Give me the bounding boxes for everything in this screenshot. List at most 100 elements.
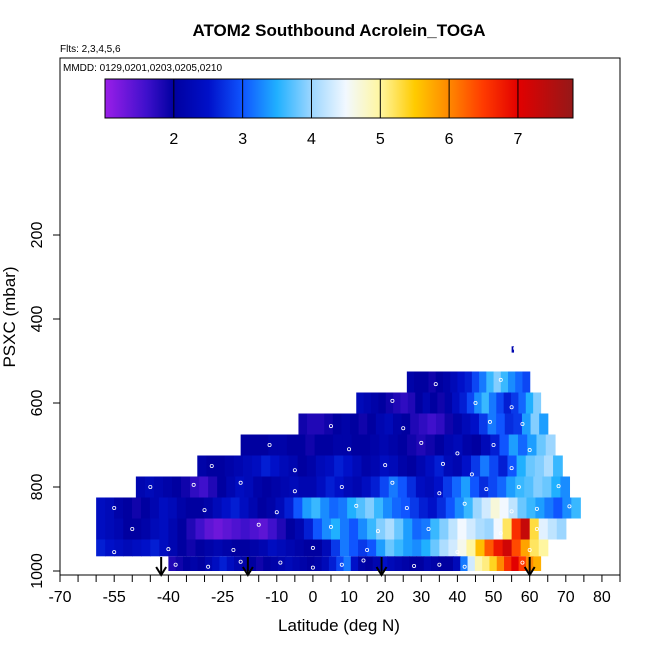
heatmap-cell bbox=[206, 455, 217, 477]
colorbar-tick-label: 6 bbox=[445, 131, 454, 148]
sample-point bbox=[375, 529, 380, 534]
heatmap-cell bbox=[496, 556, 505, 571]
x-tick-label: 80 bbox=[593, 589, 611, 606]
heatmap-cell bbox=[518, 392, 527, 414]
heatmap-cell bbox=[296, 434, 306, 456]
sample-point bbox=[491, 442, 496, 447]
sample-point bbox=[112, 505, 117, 510]
heatmap-cell bbox=[340, 518, 350, 540]
heatmap-cell bbox=[425, 455, 436, 477]
heatmap-cell bbox=[226, 556, 235, 571]
heatmap-cell bbox=[352, 476, 363, 498]
heatmap-cell bbox=[539, 413, 549, 435]
heatmap-cell bbox=[484, 518, 495, 540]
flight-arrow-head bbox=[375, 566, 388, 577]
heatmap-cell bbox=[478, 413, 489, 435]
heatmap-cell bbox=[506, 476, 516, 498]
heatmap-cell bbox=[361, 476, 372, 498]
heatmap-cell bbox=[276, 539, 287, 557]
sample-point bbox=[437, 562, 442, 567]
heatmap-cell bbox=[489, 556, 498, 571]
heatmap-cell bbox=[370, 455, 381, 477]
heatmap-cell bbox=[474, 556, 483, 571]
heatmap-cell bbox=[249, 434, 260, 456]
heatmap-cell bbox=[410, 413, 420, 435]
heatmap-cell bbox=[414, 371, 422, 393]
heatmap-cell bbox=[488, 392, 497, 414]
heatmap-cell bbox=[544, 497, 554, 519]
heatmap-cell bbox=[454, 497, 465, 519]
heatmap-cell bbox=[442, 476, 453, 498]
x-tick-label: -25 bbox=[211, 589, 234, 606]
heatmap-cell bbox=[502, 518, 513, 540]
heatmap-cell bbox=[427, 497, 438, 519]
heatmap-cell bbox=[445, 497, 456, 519]
heatmap-cell bbox=[277, 434, 288, 456]
heatmap-cell bbox=[325, 476, 336, 498]
heatmap-cell bbox=[421, 539, 431, 557]
heatmap-cell bbox=[297, 455, 308, 477]
dates-label: MMDD: 0129,0201,0203,0205,0210 bbox=[63, 63, 222, 74]
sample-point bbox=[130, 527, 135, 532]
heatmap-cell bbox=[378, 392, 387, 414]
heatmap-cell bbox=[323, 434, 334, 456]
heatmap-cell bbox=[383, 497, 393, 519]
heatmap-cell bbox=[466, 518, 477, 540]
heatmap-cell bbox=[444, 392, 453, 414]
heatmap-cell bbox=[105, 539, 115, 557]
heatmap-cell bbox=[401, 556, 410, 571]
heatmap-cell bbox=[545, 434, 556, 456]
sample-point bbox=[347, 447, 352, 452]
sample-point bbox=[173, 562, 178, 567]
heatmap-cell bbox=[403, 518, 413, 540]
heatmap-cells bbox=[96, 346, 581, 571]
heatmap-cell bbox=[400, 497, 411, 519]
heatmap-cell bbox=[330, 539, 341, 557]
heatmap-cell bbox=[571, 497, 581, 519]
heatmap-cell bbox=[517, 497, 528, 519]
heatmap-cell bbox=[406, 371, 415, 393]
heatmap-cell bbox=[141, 539, 151, 557]
heatmap-cell bbox=[315, 455, 326, 477]
heatmap-cell bbox=[213, 539, 224, 557]
heatmap-cell bbox=[159, 518, 169, 540]
heatmap-cell bbox=[158, 497, 169, 519]
flights-label: Flts: 2,3,4,5,6 bbox=[60, 44, 121, 55]
colorbar-gradient bbox=[104, 78, 574, 119]
heatmap-cell bbox=[367, 413, 377, 435]
heatmap-cell bbox=[334, 455, 344, 477]
x-axis-label: Latitude (deg N) bbox=[278, 616, 400, 635]
heatmap-cell bbox=[271, 476, 281, 498]
heatmap-cell bbox=[444, 413, 454, 435]
sample-point bbox=[567, 504, 572, 509]
heatmap-cell bbox=[452, 392, 461, 414]
heatmap-cell bbox=[114, 518, 124, 540]
heatmap-cell bbox=[105, 518, 115, 540]
heatmap-cell bbox=[197, 556, 206, 571]
heatmap-cell bbox=[349, 539, 359, 557]
sample-point bbox=[310, 565, 315, 570]
heatmap-cell bbox=[452, 476, 462, 498]
heatmap-cell bbox=[96, 497, 106, 519]
heatmap-cell bbox=[367, 539, 377, 557]
x-tick-label: 70 bbox=[557, 589, 575, 606]
x-axis: -70 -55 -40 -25 -10 0 10 20 30 40 50 60 70 80 bbox=[48, 575, 621, 606]
heatmap-cell bbox=[343, 476, 354, 498]
heatmap-cell bbox=[285, 556, 294, 571]
heatmap-cell bbox=[421, 518, 431, 540]
heatmap-cell bbox=[248, 497, 259, 519]
heatmap-cell bbox=[262, 476, 272, 498]
heatmap-cell bbox=[457, 539, 468, 557]
heatmap-cell bbox=[418, 497, 429, 519]
heatmap-cell bbox=[316, 476, 327, 498]
sample-point bbox=[520, 421, 525, 426]
heatmap-cell bbox=[135, 476, 146, 498]
heatmap-cell bbox=[379, 455, 390, 477]
heatmap-cell bbox=[298, 476, 309, 498]
heatmap-cell bbox=[230, 497, 241, 519]
sample-point bbox=[383, 463, 388, 468]
heatmap-cell bbox=[167, 497, 178, 519]
heatmap-cell bbox=[266, 497, 277, 519]
heatmap-cell bbox=[352, 455, 363, 477]
heatmap-cell bbox=[312, 518, 323, 540]
